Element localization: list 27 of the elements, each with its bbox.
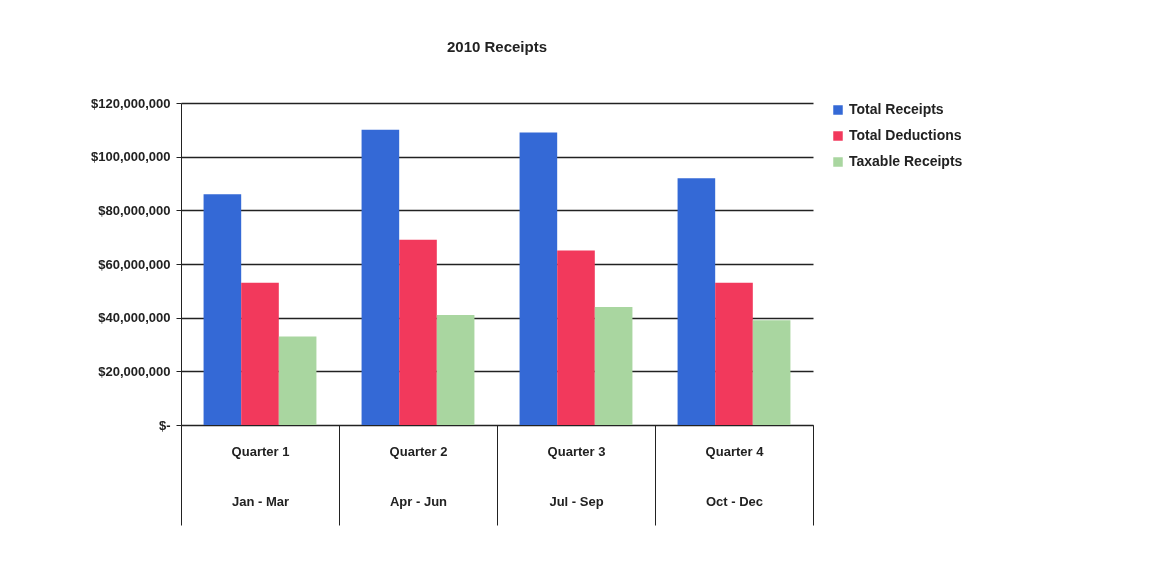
bar: [594, 306, 633, 425]
category-label: Quarter 3 Jul - Sep: [547, 443, 606, 509]
bar: [203, 194, 242, 425]
y-tick-label: $60,000,000: [98, 256, 171, 272]
bar: [715, 282, 753, 425]
y-tick-label: $40,000,000: [98, 310, 171, 326]
legend-label: Total Deductions: [849, 127, 962, 143]
bar: [241, 282, 279, 425]
bar: [278, 336, 317, 425]
bar: [436, 314, 475, 425]
legend-label: Total Receipts: [849, 101, 944, 117]
category-label: Quarter 2 Apr - Jun: [389, 443, 448, 509]
bar: [519, 132, 558, 425]
bar: [399, 239, 437, 425]
y-tick-label: $120,000,000: [90, 95, 171, 111]
y-tick-label: $-: [158, 417, 171, 433]
bar: [752, 320, 791, 425]
chart-title: 2010 Receipts: [446, 38, 548, 55]
y-tick-label: $20,000,000: [98, 363, 171, 379]
category-label: Quarter 4 Oct - Dec: [705, 443, 764, 509]
legend-label: Taxable Receipts: [849, 153, 963, 169]
y-tick-label: $100,000,000: [90, 149, 171, 165]
y-tick-label: $80,000,000: [98, 202, 171, 218]
category-label: Quarter 1 Jan - Mar: [231, 443, 290, 509]
bar: [677, 178, 716, 425]
bar: [557, 250, 595, 425]
bar: [361, 129, 400, 425]
